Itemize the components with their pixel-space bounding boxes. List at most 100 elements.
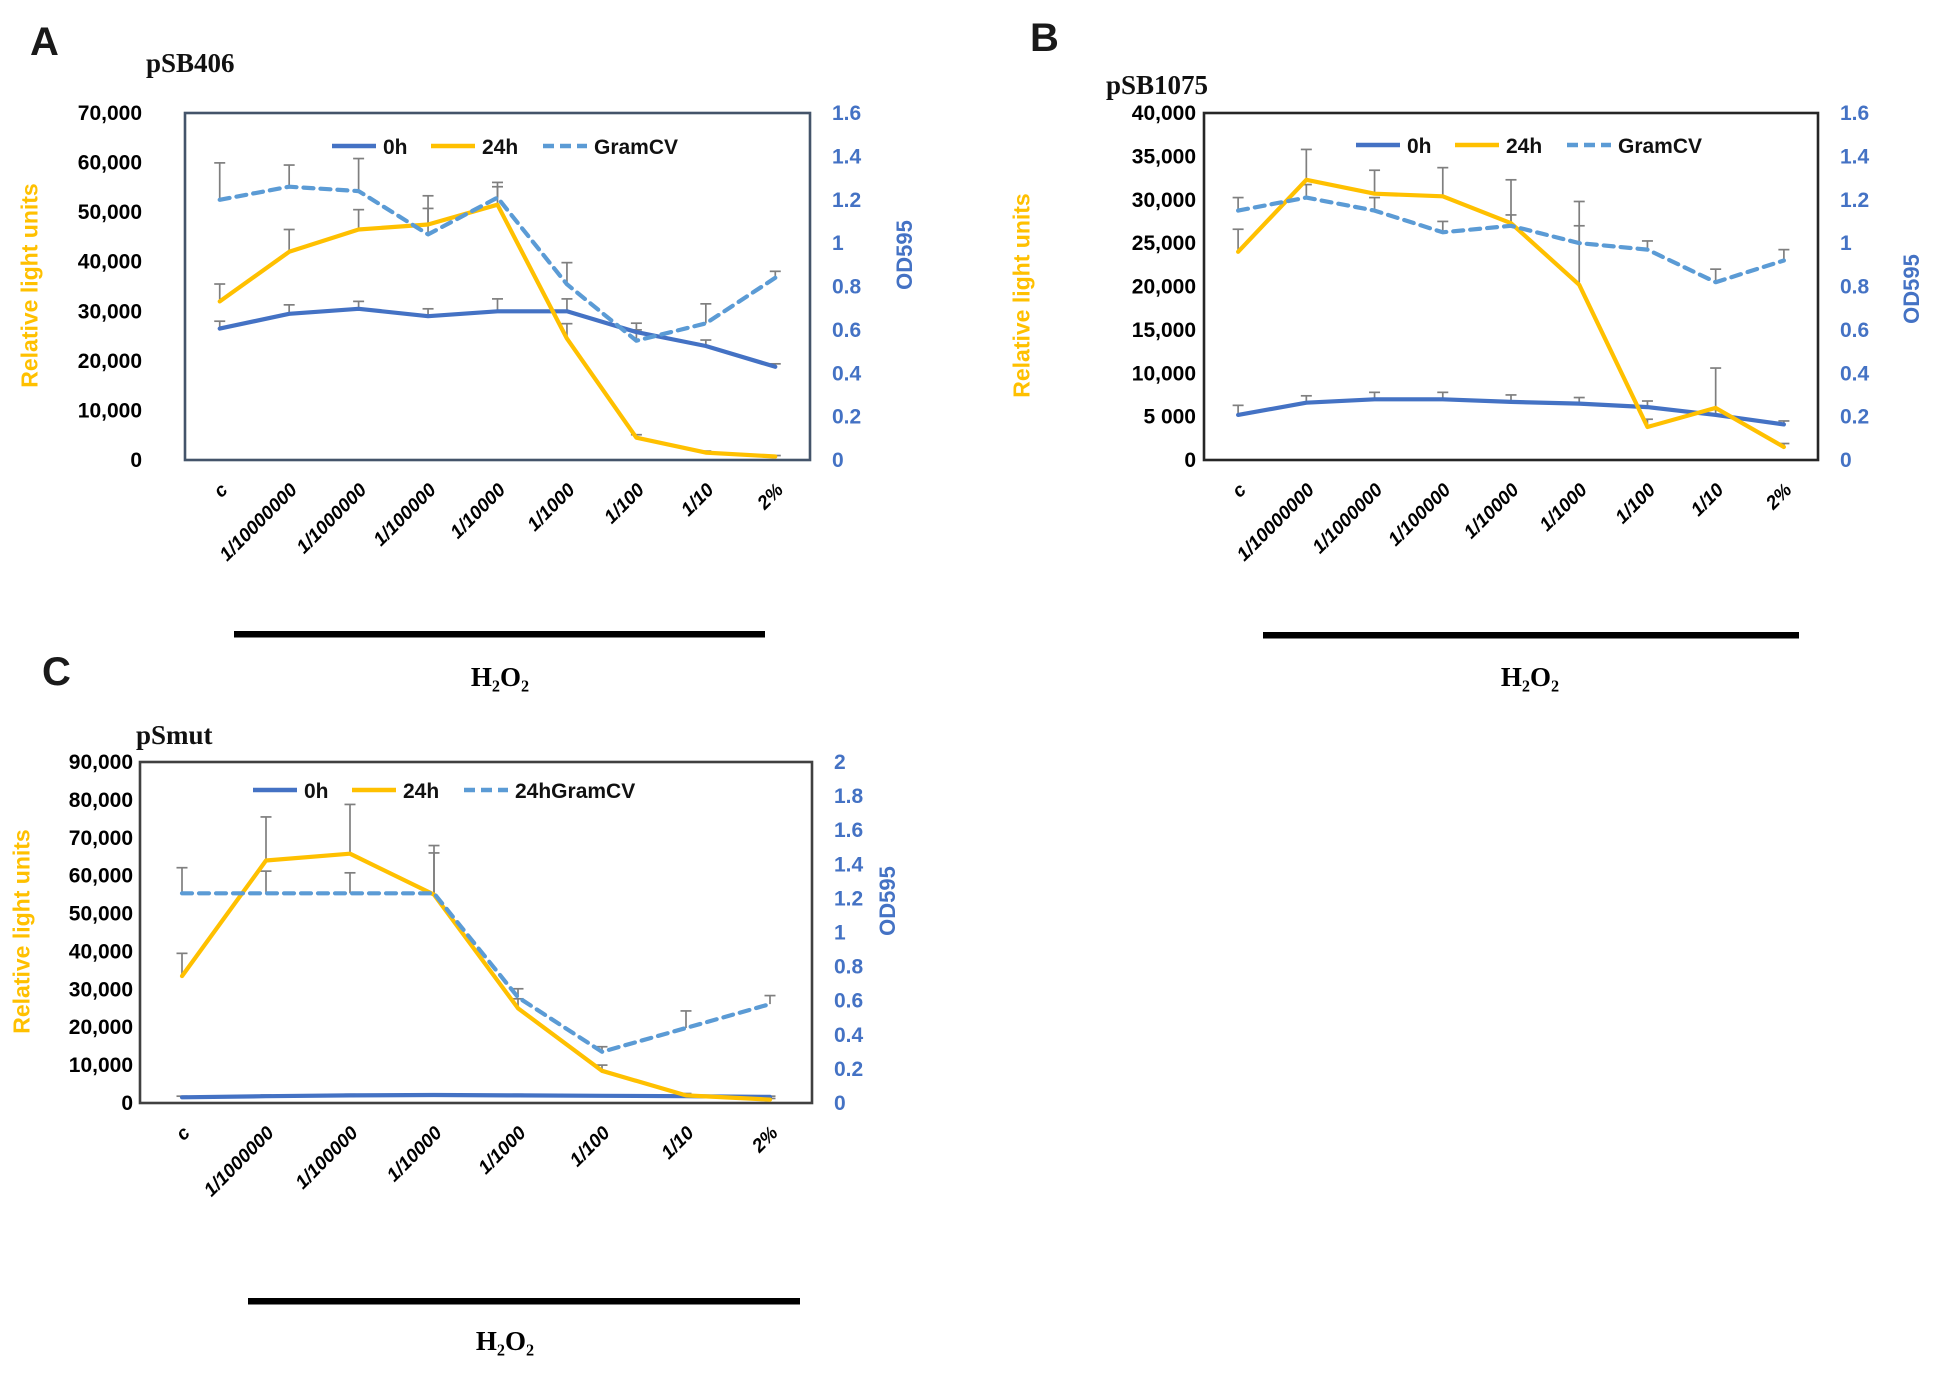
right-tick-label: 0 (1840, 449, 1852, 472)
chart-panel-c: 90,000 80,000 70,000 60,000 50,000 40,000 30,0… (69, 751, 864, 1305)
x-tick-label: 2% (1761, 480, 1796, 515)
legend-label-24h: 24h (482, 136, 518, 159)
legend: 0h 24h GramCV (1356, 135, 1702, 158)
right-axis-title-c: OD595 (875, 866, 900, 936)
h2o2-label-c: H₂O₂ (475, 1326, 535, 1356)
x-tick-label: 1/1000000 (1309, 479, 1388, 558)
legend-label-0h: 0h (383, 136, 408, 159)
x-tick-label: 1/10000 (383, 1122, 447, 1186)
x-tick-label: 1/100 (1612, 479, 1661, 528)
x-tick-label: 1/100000 (370, 479, 441, 550)
left-axis-title-a: Relative light units (16, 183, 43, 388)
plot-border (183, 111, 812, 462)
right-axis-tick-labels: 1.6 1.4 1.2 1 0.8 0.6 0.4 0.2 0 (832, 102, 862, 472)
right-tick-label: 1 (834, 922, 846, 945)
right-tick-label: 0.6 (834, 990, 863, 1013)
right-axis-tick-labels: 2 1.8 1.6 1.4 1.2 1 0.8 0.6 0.4 0.2 0 (834, 751, 864, 1115)
legend-label-GramCV: GramCV (1618, 135, 1702, 158)
left-tick-label: 40,000 (69, 940, 133, 963)
left-tick-label: 30,000 (1132, 189, 1196, 212)
left-tick-label: 25,000 (1132, 232, 1196, 255)
left-tick-label: 0 (130, 449, 142, 472)
error-bars-24h (1232, 148, 1790, 447)
right-tick-label: 0.6 (1840, 319, 1869, 342)
right-tick-label: 0.8 (832, 276, 862, 299)
left-axis-tick-labels: 90,000 80,000 70,000 60,000 50,000 40,000 30,0… (69, 751, 133, 1115)
chart-panel-b: 40,000 35,000 30,000 25,000 20,000 15,000 10,0… (1132, 102, 1870, 639)
x-tick-label: 1/10000 (1460, 479, 1524, 543)
right-tick-label: 1.6 (1840, 102, 1869, 125)
plot-border (1202, 111, 1820, 462)
right-tick-label: 0.4 (832, 362, 862, 385)
series-line-24h (217, 202, 778, 459)
legend: 0h 24h 24hGramCV (253, 780, 635, 803)
x-tick-label: 1/100 (566, 1122, 615, 1171)
right-tick-label: 1.2 (1840, 189, 1869, 212)
right-tick-label: 0.8 (1840, 276, 1870, 299)
left-tick-label: 20,000 (1132, 276, 1196, 299)
right-axis-title-a: OD595 (892, 220, 917, 290)
left-tick-label: 10,000 (78, 399, 142, 422)
right-tick-label: 1.2 (832, 189, 861, 212)
right-tick-label: 0.2 (834, 1058, 863, 1081)
panel-title-psmut: pSmut (136, 720, 213, 750)
panel-letter-b: B (1030, 16, 1060, 60)
x-tick-label: c (1228, 479, 1251, 502)
x-tick-label: 1/1000 (524, 479, 580, 535)
x-tick-label: 1/1000000 (200, 1122, 279, 1201)
legend: 0h 24h GramCV (332, 136, 678, 159)
left-tick-label: 60,000 (69, 865, 133, 888)
chart-panel-a: 70,000 60,000 50,000 40,000 30,000 20,000 10,0… (78, 102, 862, 638)
series-line-24hGramCV (179, 891, 773, 1054)
legend-label-0h: 0h (304, 780, 329, 803)
left-tick-label: 40,000 (78, 251, 142, 274)
left-tick-label: 70,000 (69, 827, 133, 850)
panel-title-psb406: pSB406 (146, 48, 235, 78)
h2o2-range-bar (234, 631, 765, 638)
right-tick-label: 1 (832, 232, 844, 255)
series-line-GramCV (217, 184, 778, 343)
left-tick-label: 10,000 (69, 1054, 133, 1077)
x-tick-label: 1/100000 (292, 1122, 363, 1193)
x-tick-label: 2% (748, 1123, 783, 1158)
left-axis-tick-labels: 70,000 60,000 50,000 40,000 30,000 20,000 10,0… (78, 102, 142, 472)
right-tick-label: 0.8 (834, 956, 864, 979)
legend-label-GramCV: GramCV (594, 136, 678, 159)
right-tick-label: 1.4 (1840, 145, 1870, 168)
error-bars-GramCV (214, 157, 781, 341)
panel-letter-a: A (30, 20, 60, 64)
right-axis-title-b: OD595 (1899, 254, 1924, 324)
left-tick-label: 0 (1184, 449, 1196, 472)
left-tick-label: 5 000 (1143, 406, 1196, 429)
series-line-0h (179, 1092, 773, 1100)
right-tick-label: 0.2 (1840, 406, 1869, 429)
h2o2-range-bar (248, 1298, 800, 1305)
right-tick-label: 1.8 (834, 785, 864, 808)
right-tick-label: 1.4 (834, 853, 864, 876)
right-tick-label: 1.6 (832, 102, 861, 125)
left-tick-label: 30,000 (69, 978, 133, 1001)
x-tick-label: 1/10 (658, 1122, 699, 1163)
x-tick-label: c (172, 1122, 195, 1145)
series-line-24h (1236, 177, 1786, 450)
h2o2-label-a: H₂O₂ (470, 662, 530, 692)
left-tick-label: 30,000 (78, 300, 142, 323)
error-bars-0h (1232, 391, 1790, 425)
right-tick-label: 1 (1840, 232, 1852, 255)
x-tick-label: 1/100000 (1384, 479, 1455, 550)
x-axis-tick-labels: c 1/1000000 1/100000 1/10000 1/1000 1/100 1/10… (172, 1122, 782, 1201)
left-tick-label: 70,000 (78, 102, 142, 125)
h2o2-label-b: H₂O₂ (1500, 662, 1560, 692)
left-axis-tick-labels: 40,000 35,000 30,000 25,000 20,000 15,000 10,0… (1132, 102, 1196, 472)
left-tick-label: 0 (121, 1092, 133, 1115)
x-tick-label: 1/1000 (475, 1122, 531, 1178)
right-tick-label: 1.2 (834, 887, 863, 910)
x-tick-label: 1/10 (1687, 479, 1728, 520)
right-tick-label: 0 (832, 449, 844, 472)
right-tick-label: 1.6 (834, 819, 863, 842)
h2o2-range-bar (1263, 632, 1799, 639)
x-tick-label: c (210, 479, 233, 502)
x-tick-label: 1/1000000 (293, 479, 372, 558)
